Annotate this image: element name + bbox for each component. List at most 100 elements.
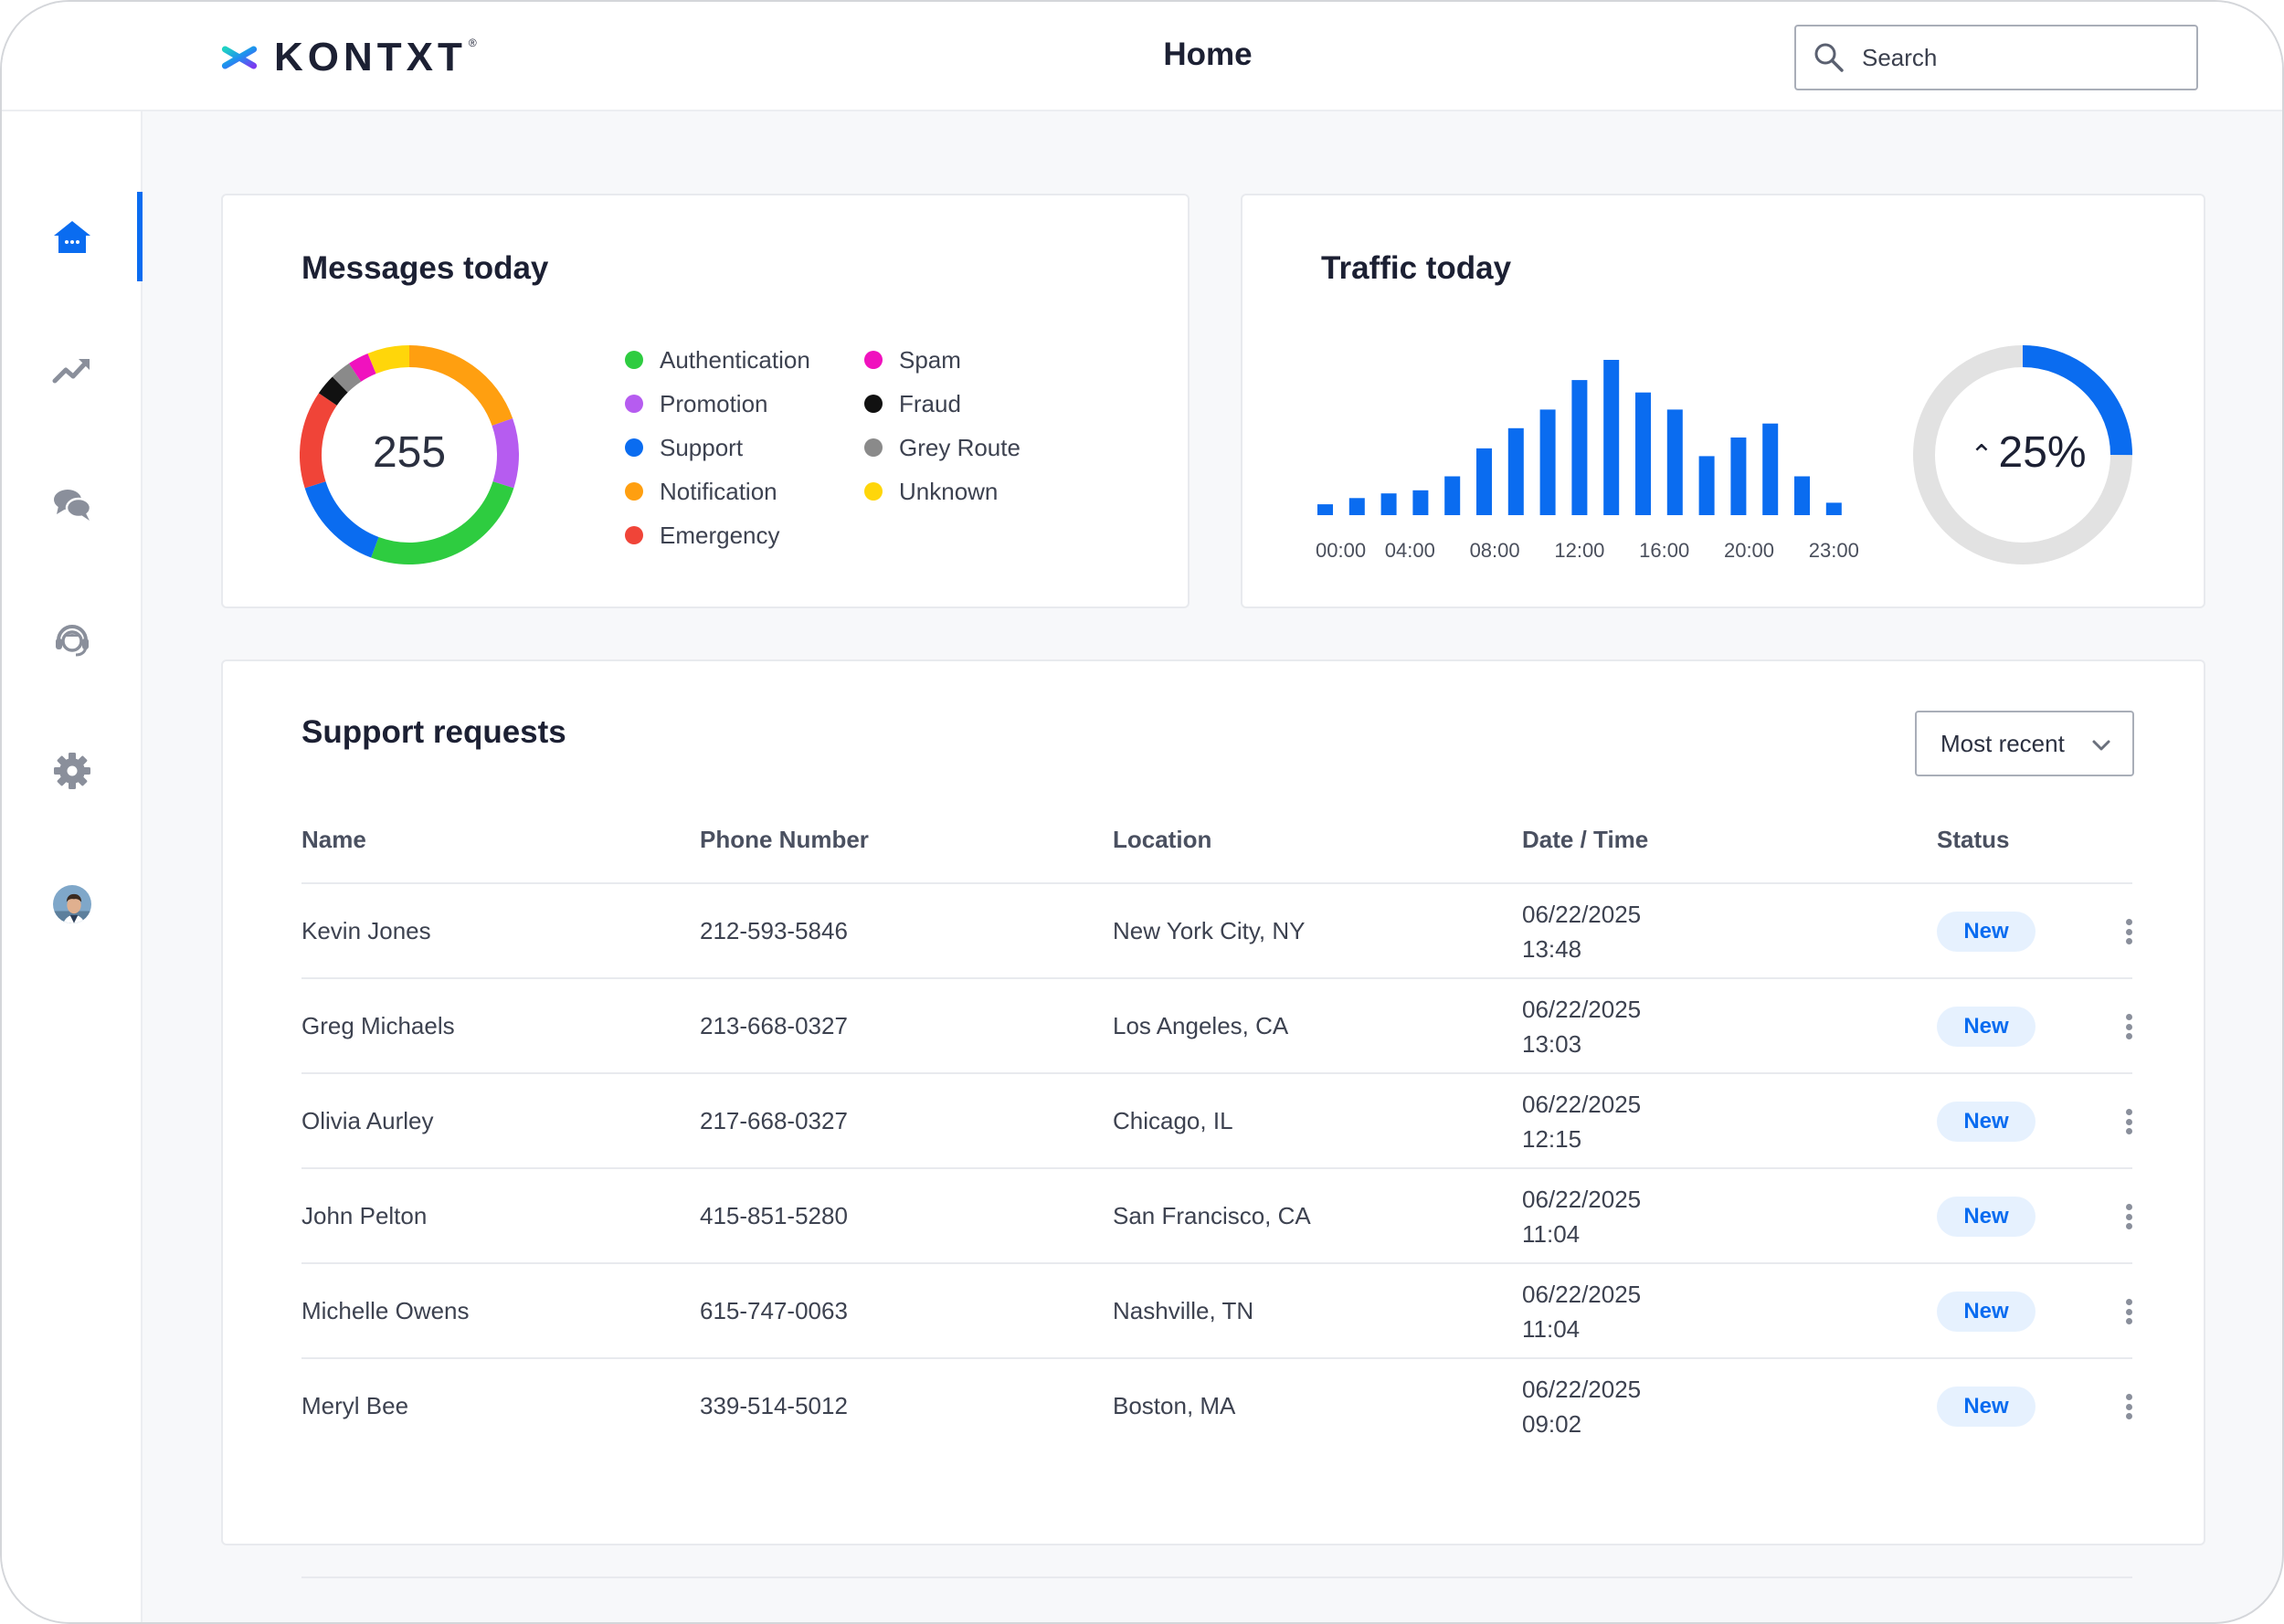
gear-icon xyxy=(54,753,90,789)
column-header-status[interactable]: Status xyxy=(1937,826,2010,853)
active-indicator xyxy=(137,192,143,281)
column-header-phone[interactable]: Phone Number xyxy=(700,826,869,853)
traffic-bar xyxy=(1603,360,1620,515)
row-more-menu-icon[interactable] xyxy=(2120,1388,2138,1425)
traffic-bar xyxy=(1380,493,1397,515)
table-bottom-divider xyxy=(301,1577,2132,1578)
cell-phone: 212-593-5846 xyxy=(700,917,848,944)
legend-dot xyxy=(864,438,883,457)
legend-label: Spam xyxy=(899,345,961,374)
search-input[interactable] xyxy=(1862,43,2163,72)
legend-item-unknown: Unknown xyxy=(864,477,1100,506)
support-card-title: Support requests xyxy=(301,714,566,750)
legend-label: Fraud xyxy=(899,389,961,417)
legend-label: Notification xyxy=(660,477,777,505)
cell-location: Los Angeles, CA xyxy=(1113,1012,1289,1039)
messages-legend: Authentication Spam Promotion Fraud Supp… xyxy=(625,345,1100,550)
cell-phone: 615-747-0063 xyxy=(700,1297,848,1324)
cell-location: Nashville, TN xyxy=(1113,1297,1254,1324)
search-icon xyxy=(1814,43,1844,72)
sidebar-item-support[interactable] xyxy=(2,592,143,683)
trending-up-icon xyxy=(52,359,90,384)
x-tick-label: 20:00 xyxy=(1724,539,1774,562)
traffic-change-pct: 25% xyxy=(1998,428,2087,477)
cell-datetime: 06/22/2025 09:02 xyxy=(1522,1372,1641,1441)
legend-dot xyxy=(625,438,643,457)
table-row[interactable]: Kevin Jones 212-593-5846 New York City, … xyxy=(301,882,2132,977)
traffic-today-card: Traffic today 00:00 04:00 08:00 12:00 16:00 2… xyxy=(1241,194,2205,608)
traffic-bar xyxy=(1571,380,1588,515)
legend-item-promotion: Promotion xyxy=(625,389,864,418)
x-tick-label: 00:00 xyxy=(1316,539,1366,562)
traffic-card-title: Traffic today xyxy=(1321,250,1512,286)
cell-time: 13:48 xyxy=(1522,935,1582,963)
traffic-bar xyxy=(1444,476,1461,515)
cell-phone: 339-514-5012 xyxy=(700,1392,848,1419)
table-row[interactable]: Olivia Aurley 217-668-0327 Chicago, IL 0… xyxy=(301,1072,2132,1167)
row-more-menu-icon[interactable] xyxy=(2120,1103,2138,1140)
cell-phone: 415-851-5280 xyxy=(700,1202,848,1229)
top-header: KONTXT ® Home xyxy=(2,2,2282,111)
traffic-change-gauge xyxy=(1913,345,2132,564)
traffic-bar xyxy=(1412,490,1429,515)
legend-dot xyxy=(625,351,643,369)
home-icon xyxy=(54,221,90,253)
donut-slice-emergency xyxy=(300,393,337,489)
page-title: Home xyxy=(1163,37,1253,72)
support-requests-card: Support requests Most recent Name Phone … xyxy=(221,659,2205,1578)
cell-time: 12:15 xyxy=(1522,1125,1582,1153)
x-tick-label: 23:00 xyxy=(1809,539,1859,562)
sort-select[interactable]: Most recent xyxy=(1915,711,2134,776)
traffic-bar xyxy=(1476,448,1492,515)
row-more-menu-icon[interactable] xyxy=(2120,1198,2138,1235)
brand-name: KONTXT xyxy=(274,35,467,79)
cell-datetime: 06/22/2025 11:04 xyxy=(1522,1182,1641,1251)
status-badge: New xyxy=(1937,1102,2036,1142)
sidebar-item-messages[interactable] xyxy=(2,459,143,550)
traffic-bar xyxy=(1539,409,1556,515)
cell-name: Greg Michaels xyxy=(301,1012,455,1039)
row-more-menu-icon[interactable] xyxy=(2120,1008,2138,1045)
sidebar-item-analytics[interactable] xyxy=(2,325,143,417)
column-header-datetime[interactable]: Date / Time xyxy=(1522,826,1649,853)
legend-dot xyxy=(625,526,643,544)
table-row[interactable]: Michelle Owens 615-747-0063 Nashville, T… xyxy=(301,1262,2132,1357)
table-row[interactable]: Greg Michaels 213-668-0327 Los Angeles, … xyxy=(301,977,2132,1072)
sidebar-item-home[interactable] xyxy=(2,192,143,283)
cell-time: 09:02 xyxy=(1522,1410,1582,1438)
user-avatar xyxy=(53,885,91,923)
cell-date: 06/22/2025 xyxy=(1522,1186,1642,1213)
registered-mark: ® xyxy=(468,37,477,49)
cell-name: John Pelton xyxy=(301,1202,428,1229)
traffic-bar-chart: 00:00 04:00 08:00 12:00 16:00 20:00 23:00 xyxy=(1316,360,1859,562)
row-more-menu-icon[interactable] xyxy=(2120,1293,2138,1330)
messages-card-title: Messages today xyxy=(301,250,549,286)
legend-dot xyxy=(625,395,643,413)
cell-location: New York City, NY xyxy=(1113,917,1306,944)
legend-label: Promotion xyxy=(660,389,768,417)
sidebar-item-profile[interactable] xyxy=(2,859,143,950)
cell-date: 06/22/2025 xyxy=(1522,1091,1642,1118)
legend-item-spam: Spam xyxy=(864,345,1100,374)
cell-datetime: 06/22/2025 13:03 xyxy=(1522,992,1641,1061)
donut-slice-support xyxy=(304,480,379,558)
messages-total: 255 xyxy=(372,428,447,477)
column-header-name[interactable]: Name xyxy=(301,826,366,853)
table-row[interactable]: John Pelton 415-851-5280 San Francisco, … xyxy=(301,1167,2132,1262)
status-badge: New xyxy=(1937,1197,2036,1237)
column-header-location[interactable]: Location xyxy=(1113,826,1212,853)
kontxt-logo-icon xyxy=(221,37,258,78)
table-row[interactable]: Meryl Bee 339-514-5012 Boston, MA 06/22/… xyxy=(301,1357,2132,1452)
traffic-bar xyxy=(1698,456,1715,515)
cell-date: 06/22/2025 xyxy=(1522,1281,1642,1308)
traffic-bar xyxy=(1730,438,1747,515)
legend-item-grey-route: Grey Route xyxy=(864,433,1100,462)
cell-phone: 217-668-0327 xyxy=(700,1107,848,1134)
legend-item-emergency: Emergency xyxy=(625,521,864,550)
row-more-menu-icon[interactable] xyxy=(2120,913,2138,950)
search-box[interactable] xyxy=(1794,25,2198,90)
sidebar-item-settings[interactable] xyxy=(2,725,143,817)
brand-logo[interactable]: KONTXT ® xyxy=(219,33,477,82)
traffic-change-value: ⌃ 25% xyxy=(1919,427,2138,478)
status-badge: New xyxy=(1937,912,2036,952)
